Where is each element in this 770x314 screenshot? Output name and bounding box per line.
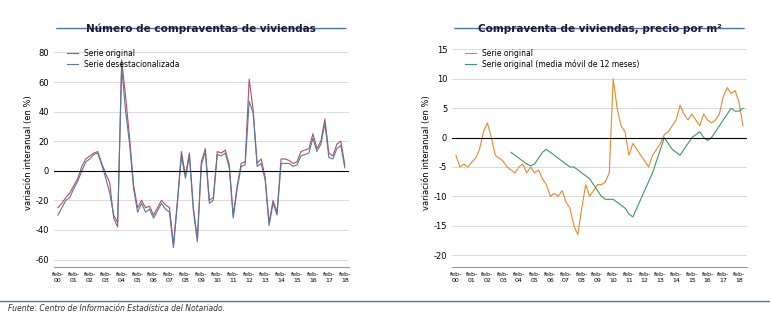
Serie original (media móvil de 12 meses) bbox=[656, 148, 665, 151]
Serie original bbox=[340, 163, 350, 167]
Serie original bbox=[451, 153, 460, 157]
Serie original bbox=[308, 132, 317, 136]
Text: Fuente: Centro de Información Estadística del Notariado.: Fuente: Centro de Información Estadístic… bbox=[8, 304, 225, 313]
Serie original (media móvil de 12 meses) bbox=[573, 168, 582, 172]
Serie original bbox=[511, 171, 520, 175]
Y-axis label: variación interanual (en %): variación interanual (en %) bbox=[24, 95, 32, 210]
Serie original bbox=[153, 206, 162, 210]
Serie original bbox=[320, 117, 330, 121]
Serie desestacionalizada bbox=[117, 65, 126, 69]
Serie original bbox=[573, 233, 582, 236]
Serie original bbox=[169, 243, 178, 246]
Serie original bbox=[205, 198, 214, 202]
Serie original bbox=[608, 77, 618, 81]
Serie original bbox=[514, 165, 524, 169]
Serie desestacionalizada bbox=[320, 122, 330, 125]
Serie desestacionalizada bbox=[153, 209, 162, 213]
Serie desestacionalizada bbox=[308, 136, 317, 140]
Serie original (media móvil de 12 meses) bbox=[546, 150, 555, 154]
Serie original bbox=[546, 194, 555, 198]
Serie original bbox=[738, 124, 748, 128]
Serie desestacionalizada bbox=[53, 213, 62, 217]
Serie desestacionalizada bbox=[169, 246, 178, 250]
Line: Serie original: Serie original bbox=[58, 60, 345, 245]
Legend: Serie original, Serie desestacionalizada: Serie original, Serie desestacionalizada bbox=[64, 46, 182, 72]
Serie original (media móvil de 12 meses) bbox=[507, 150, 516, 154]
Serie original bbox=[617, 124, 626, 128]
Serie original bbox=[621, 130, 630, 133]
Serie original bbox=[718, 95, 728, 98]
Serie desestacionalizada bbox=[205, 201, 214, 205]
Serie desestacionalizada bbox=[340, 166, 350, 170]
Serie original bbox=[121, 95, 130, 99]
Legend: Serie original, Serie original (media móvil de 12 meses): Serie original, Serie original (media mó… bbox=[462, 46, 643, 72]
Serie original (media móvil de 12 meses) bbox=[738, 106, 748, 110]
Y-axis label: variación interanual (en %): variación interanual (en %) bbox=[422, 95, 431, 210]
Line: Serie desestacionalizada: Serie desestacionalizada bbox=[58, 67, 345, 248]
Serie desestacionalizada bbox=[121, 110, 130, 113]
Serie original (media móvil de 12 meses) bbox=[565, 165, 574, 169]
Serie original (media móvil de 12 meses) bbox=[628, 215, 638, 219]
Serie original bbox=[300, 148, 310, 152]
Line: Serie original (media móvil de 12 meses): Serie original (media móvil de 12 meses) bbox=[511, 108, 743, 217]
Title: Número de compraventas de viviendas: Número de compraventas de viviendas bbox=[86, 24, 316, 34]
Serie original (media móvil de 12 meses) bbox=[581, 174, 591, 178]
Serie original (media móvil de 12 meses) bbox=[727, 106, 736, 110]
Title: Compraventa de viviendas, precio por m²: Compraventa de viviendas, precio por m² bbox=[477, 24, 721, 34]
Line: Serie original: Serie original bbox=[456, 79, 743, 235]
Serie original (media móvil de 12 meses) bbox=[585, 177, 594, 181]
Serie original bbox=[53, 206, 62, 210]
Serie desestacionalizada bbox=[300, 153, 310, 156]
Serie original bbox=[117, 58, 126, 62]
